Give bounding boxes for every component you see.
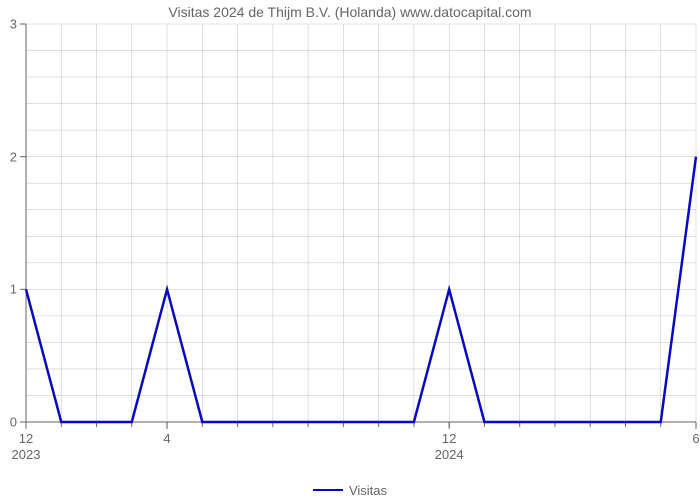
- chart-legend: Visitas: [0, 478, 700, 498]
- y-tick-label: 0: [10, 415, 17, 430]
- y-tick-label: 3: [10, 17, 17, 32]
- chart-plot: [26, 24, 698, 434]
- y-tick-label: 2: [10, 149, 17, 164]
- chart-title: Visitas 2024 de Thijm B.V. (Holanda) www…: [0, 4, 700, 20]
- x-tick-label: 6: [692, 431, 699, 446]
- x-tick-sublabel: 2023: [12, 447, 41, 462]
- legend-label: Visitas: [349, 483, 387, 498]
- x-tick-label: 12: [19, 431, 33, 446]
- y-tick-label: 1: [10, 282, 17, 297]
- legend-swatch: [313, 489, 343, 491]
- x-tick-sublabel: 2024: [435, 447, 464, 462]
- x-tick-label: 12: [442, 431, 456, 446]
- x-tick-label: 4: [163, 431, 170, 446]
